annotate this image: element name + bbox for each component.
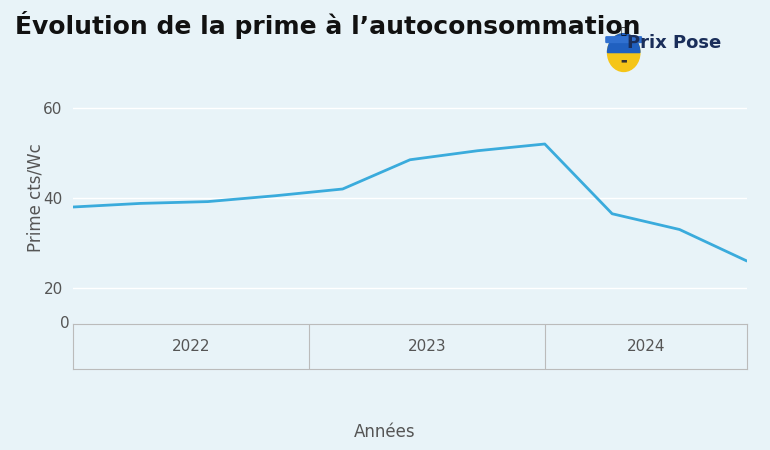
Text: 0: 0: [60, 316, 69, 332]
Text: Années: Années: [354, 423, 416, 441]
Text: 2024: 2024: [627, 339, 665, 354]
FancyBboxPatch shape: [606, 37, 641, 42]
Text: ▬: ▬: [621, 58, 627, 64]
Text: Prix Pose: Prix Pose: [627, 34, 721, 52]
Text: 🔵: 🔵: [621, 26, 627, 36]
Text: 2023: 2023: [407, 339, 446, 354]
Text: 2022: 2022: [172, 339, 210, 354]
Y-axis label: Prime cts/Wc: Prime cts/Wc: [26, 144, 44, 252]
Text: Évolution de la prime à l’autoconsommation: Évolution de la prime à l’autoconsommati…: [15, 11, 641, 39]
Circle shape: [608, 34, 640, 72]
Wedge shape: [608, 34, 640, 53]
